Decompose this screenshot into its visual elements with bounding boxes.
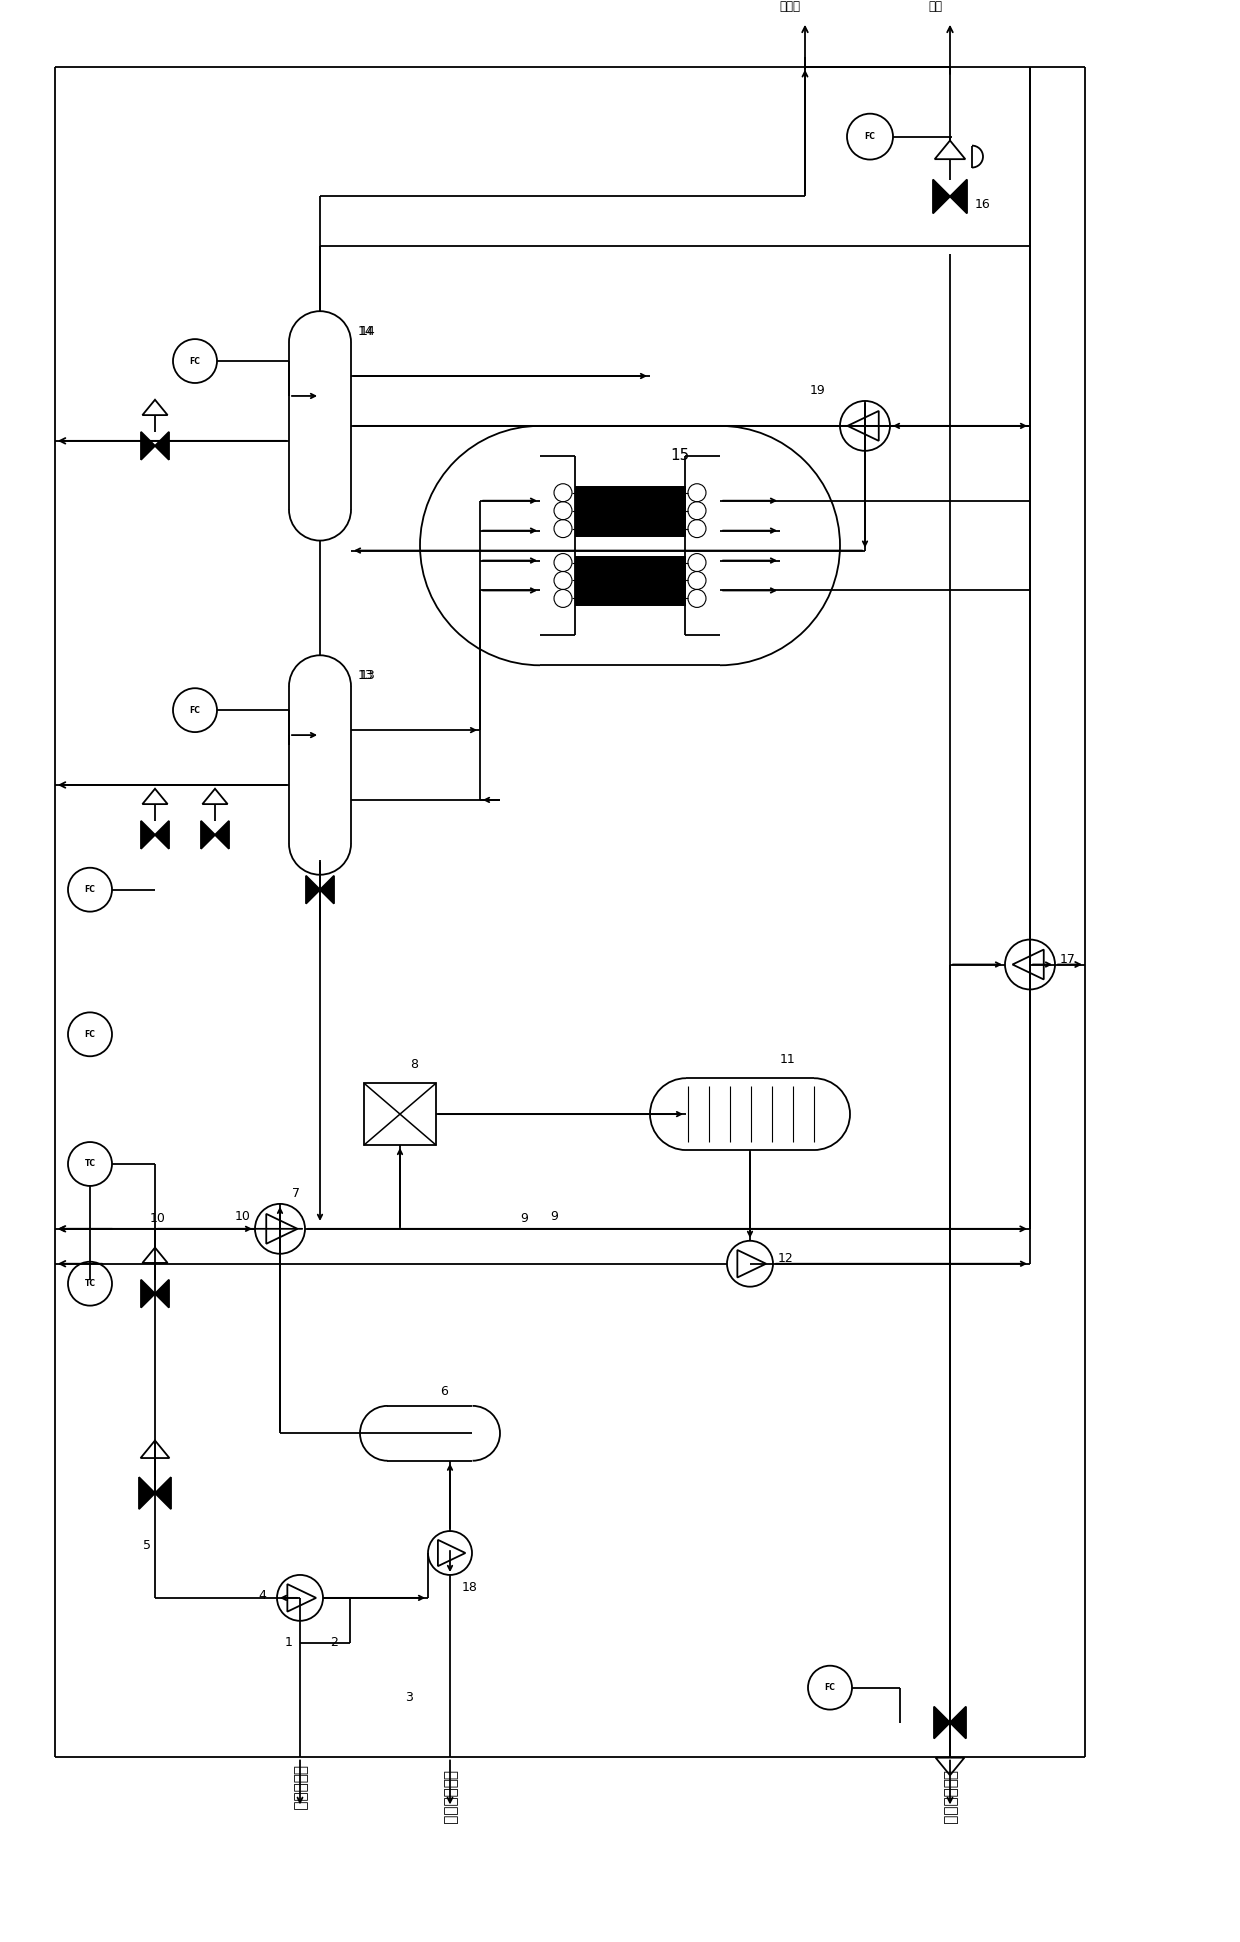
Polygon shape: [155, 1280, 169, 1307]
Text: 17: 17: [1060, 954, 1076, 965]
Polygon shape: [155, 1478, 171, 1509]
Polygon shape: [141, 431, 155, 460]
Text: 5: 5: [143, 1538, 151, 1552]
Polygon shape: [950, 1707, 966, 1738]
Bar: [577, 489, 683, 532]
Text: 16: 16: [975, 198, 991, 212]
Text: 3: 3: [405, 1691, 413, 1705]
Text: FC: FC: [84, 1029, 95, 1039]
Polygon shape: [139, 1478, 155, 1509]
Polygon shape: [215, 821, 229, 849]
Polygon shape: [141, 821, 155, 849]
Polygon shape: [950, 179, 967, 214]
Bar: [575, 486, 684, 536]
Polygon shape: [934, 1707, 950, 1738]
Text: 2: 2: [330, 1637, 337, 1649]
Text: 14: 14: [360, 324, 376, 338]
Text: FC: FC: [825, 1684, 836, 1691]
Text: 4: 4: [258, 1589, 265, 1602]
Text: 8: 8: [410, 1058, 418, 1070]
Polygon shape: [306, 876, 320, 903]
Text: 氢气: 氢气: [928, 0, 942, 14]
Polygon shape: [320, 876, 334, 903]
Text: FC: FC: [190, 357, 201, 365]
Text: TC: TC: [84, 1159, 95, 1169]
Polygon shape: [932, 179, 950, 214]
Text: 7: 7: [291, 1187, 300, 1200]
Text: 中压过热蒸汽: 中压过热蒸汽: [942, 1769, 957, 1825]
Bar: [577, 559, 683, 602]
Text: 9: 9: [520, 1212, 528, 1225]
Text: 低压过热蒸汽: 低压过热蒸汽: [443, 1769, 458, 1825]
Text: 15: 15: [670, 449, 689, 464]
Text: 10: 10: [150, 1212, 166, 1225]
Text: TC: TC: [84, 1280, 95, 1288]
Text: 13: 13: [358, 668, 373, 682]
Text: 11: 11: [780, 1053, 796, 1066]
Polygon shape: [155, 431, 169, 460]
Text: 6: 6: [440, 1385, 448, 1398]
Text: 1: 1: [285, 1637, 293, 1649]
Text: FC: FC: [190, 705, 201, 715]
Text: 9: 9: [551, 1210, 558, 1223]
Polygon shape: [155, 821, 169, 849]
Text: FC: FC: [84, 886, 95, 893]
Text: 13: 13: [360, 668, 376, 682]
Bar: [365, 1084, 436, 1146]
Text: 工艺冷凝液: 工艺冷凝液: [293, 1765, 308, 1810]
Text: FC: FC: [864, 132, 875, 142]
Text: 10: 10: [236, 1210, 250, 1223]
Text: 合成气: 合成气: [780, 0, 801, 14]
Text: 14: 14: [358, 324, 373, 338]
Bar: [575, 555, 684, 606]
Polygon shape: [201, 821, 215, 849]
Text: 12: 12: [777, 1253, 794, 1266]
Text: 18: 18: [463, 1581, 477, 1594]
Polygon shape: [141, 1280, 155, 1307]
Text: 19: 19: [810, 385, 826, 398]
